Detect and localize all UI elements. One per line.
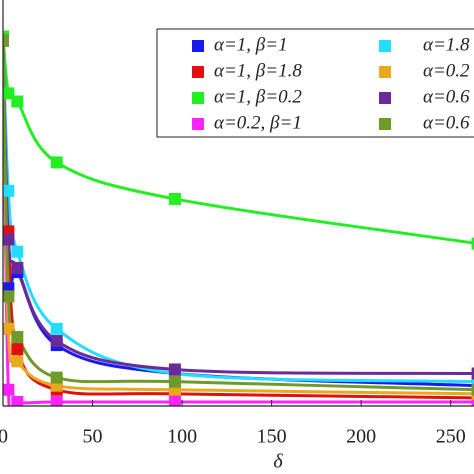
data-point [168,363,181,376]
legend-label: α=1, β=1.8 [214,60,302,81]
data-point [471,375,474,388]
legend-label: α=1.8 [423,34,470,55]
data-point [168,395,181,406]
legend-label: α=0.2, β=1 [214,112,302,133]
legend-marker [379,66,391,78]
data-point [3,34,9,47]
x-tick-label: 50 [83,426,103,448]
x-tick-label: 100 [167,426,197,448]
data-point [471,395,474,406]
legend: α=1, β=1 α=1, β=1.8 α=1, β=0.2 α=0.2, β=1 α=… [192,34,470,133]
data-point [50,322,63,335]
legend-marker [379,92,391,104]
legend-marker [192,118,204,130]
legend-label: α=0.2 [423,60,470,81]
data-point [3,383,15,396]
data-point [3,184,15,197]
x-tick-label: 200 [346,426,376,448]
legend-marker [379,118,391,130]
data-point [11,355,24,368]
data-point [11,245,24,258]
legend-box [156,28,474,138]
data-point [50,156,63,169]
legend-label: α=1, β=1 [214,34,288,55]
data-point [11,261,24,274]
x-tick-label: 0 [0,426,8,448]
plot-area [3,30,474,406]
data-point [471,383,474,396]
data-point [3,233,15,246]
data-point [11,343,24,356]
legend-marker [192,66,204,78]
legend-label: α=0.6 [423,112,470,133]
data-point [50,371,63,384]
data-point [3,282,15,295]
data-point [3,322,15,335]
data-point [11,395,24,406]
data-point [50,335,63,348]
data-point [3,87,15,100]
legend-marker [192,92,204,104]
data-point [11,330,24,343]
x-tick-label: 150 [257,426,287,448]
data-point [168,192,181,205]
legend-label: α=1, β=0.2 [214,86,302,107]
data-point [50,395,63,406]
data-point [11,95,24,108]
legend-label: α=0.6 [423,86,470,107]
data-point [471,237,474,250]
x-tick-label: 250 [436,426,466,448]
legend-marker [192,40,204,52]
data-point [3,225,15,238]
data-point [3,290,15,303]
data-point [168,375,181,388]
legend-marker [379,40,391,52]
x-axis-label: δ [273,451,283,473]
data-point [471,367,474,380]
axes: 0 50 100 150 200 250 [0,0,474,448]
